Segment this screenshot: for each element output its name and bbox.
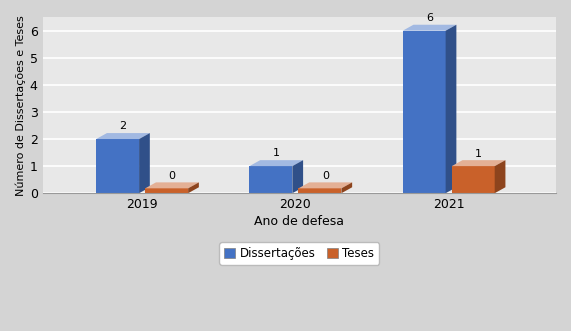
Polygon shape [403,25,456,31]
Polygon shape [403,31,445,193]
Polygon shape [145,182,199,188]
Text: 1: 1 [273,148,280,158]
Y-axis label: Número de Dissertações e Teses: Número de Dissertações e Teses [15,15,26,196]
Polygon shape [299,188,341,193]
Polygon shape [96,133,150,139]
Polygon shape [341,182,352,193]
Text: 0: 0 [168,171,175,181]
Text: 2: 2 [119,121,127,131]
Polygon shape [452,166,494,193]
Polygon shape [494,160,505,193]
Legend: Dissertações, Teses: Dissertações, Teses [219,242,379,265]
Polygon shape [145,188,188,193]
Text: 1: 1 [475,149,482,159]
Polygon shape [452,160,505,166]
Polygon shape [292,160,303,193]
Polygon shape [445,25,456,193]
Polygon shape [96,139,139,193]
Polygon shape [299,182,352,188]
Text: 6: 6 [426,13,433,23]
Polygon shape [139,133,150,193]
Polygon shape [188,182,199,193]
Polygon shape [250,160,303,166]
X-axis label: Ano de defesa: Ano de defesa [254,215,344,228]
Text: 0: 0 [322,171,329,181]
Polygon shape [250,166,292,193]
